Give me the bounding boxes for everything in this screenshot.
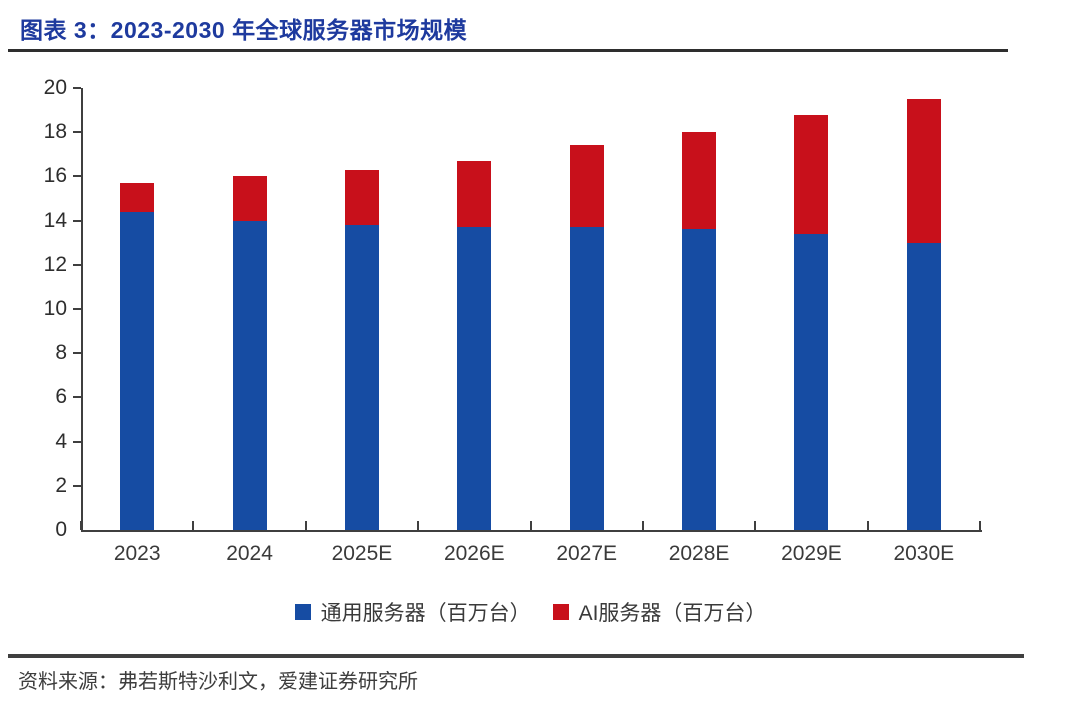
- legend-item: AI服务器（百万台）: [552, 597, 767, 627]
- bar-2025E-general-segment: [344, 225, 379, 530]
- legend-label: AI服务器（百万台）: [578, 602, 767, 625]
- bar-2027E-ai-segment: [569, 145, 604, 228]
- y-axis-tick: [73, 308, 81, 310]
- bar-2026E-general-segment: [457, 227, 492, 530]
- legend-swatch: [294, 604, 311, 620]
- x-axis-label: 2030E: [893, 542, 955, 565]
- bar-2026E-ai-segment: [457, 160, 492, 228]
- x-axis-label: 2027E: [556, 542, 618, 565]
- x-axis-tick: [192, 521, 195, 530]
- legend-label: 通用服务器（百万台）: [320, 602, 531, 625]
- x-axis-tick: [641, 521, 644, 530]
- plot-area: [81, 88, 982, 532]
- y-axis-label: 8: [55, 341, 67, 365]
- source-note: 资料来源：弗若斯特沙利文，爱建证券研究所: [18, 671, 418, 693]
- x-axis-tick: [417, 521, 420, 530]
- y-axis-label: 4: [55, 429, 67, 453]
- y-axis-label: 2: [55, 473, 67, 497]
- y-axis-label: 20: [43, 76, 67, 99]
- y-axis-label: 0: [55, 518, 67, 541]
- x-axis-tick: [304, 521, 307, 530]
- x-axis-tick: [80, 521, 82, 530]
- bar-2028E-general-segment: [682, 229, 717, 530]
- y-axis-label: 14: [43, 208, 67, 232]
- y-axis-label: 12: [43, 252, 67, 276]
- y-axis-tick: [73, 263, 81, 266]
- bar-2029E-general-segment: [794, 233, 829, 530]
- bar-2023-ai-segment: [120, 183, 155, 212]
- footer-divider-line: [8, 654, 1024, 658]
- y-axis-label: 18: [43, 120, 67, 144]
- bar-2024-ai-segment: [232, 176, 267, 221]
- bar-2030E-general-segment: [906, 242, 941, 530]
- chart-legend: 通用服务器（百万台） AI服务器（百万台）: [81, 597, 980, 627]
- x-axis-tick: [979, 521, 981, 530]
- x-axis-label: 2024: [226, 542, 273, 565]
- x-axis-tick: [754, 521, 757, 530]
- y-axis-tick: [73, 87, 81, 89]
- server-market-stacked-bar-chart: 0 2 4 6 8 10 12 14 16 18 20 2023 2024 2025E 2026E 2027…: [43, 76, 982, 627]
- figure-title: 图表 3：2023-2030 年全球服务器市场规模: [20, 17, 468, 43]
- y-axis-label: 6: [55, 385, 67, 409]
- legend-swatch: [552, 604, 569, 620]
- title-divider-line: [8, 49, 1008, 52]
- bar-2025E-ai-segment: [344, 169, 379, 226]
- y-axis-tick: [73, 131, 81, 134]
- bar-2030E-ai-segment: [906, 99, 941, 243]
- y-axis-tick: [73, 484, 81, 487]
- y-axis-label: 16: [43, 164, 67, 188]
- x-axis-label: 2028E: [668, 542, 730, 565]
- x-axis-label: 2029E: [781, 542, 842, 565]
- x-axis-label: 2026E: [443, 542, 505, 565]
- y-axis-tick: [73, 175, 81, 178]
- y-axis-label: 10: [43, 297, 67, 320]
- y-axis-tick: [73, 352, 81, 355]
- bar-2023-general-segment: [120, 211, 155, 530]
- x-axis-tick: [529, 521, 532, 530]
- y-axis-tick: [73, 440, 81, 443]
- bar-2029E-ai-segment: [794, 114, 829, 234]
- legend-item: 通用服务器（百万台）: [294, 597, 531, 627]
- x-axis-label: 2023: [113, 542, 161, 565]
- x-axis-label: 2025E: [331, 542, 393, 565]
- bar-2024-general-segment: [232, 220, 267, 530]
- y-axis-tick: [73, 396, 81, 399]
- bar-2027E-general-segment: [569, 227, 604, 530]
- x-axis-tick: [866, 521, 869, 530]
- y-axis-tick: [73, 219, 81, 222]
- bar-2028E-ai-segment: [682, 132, 717, 230]
